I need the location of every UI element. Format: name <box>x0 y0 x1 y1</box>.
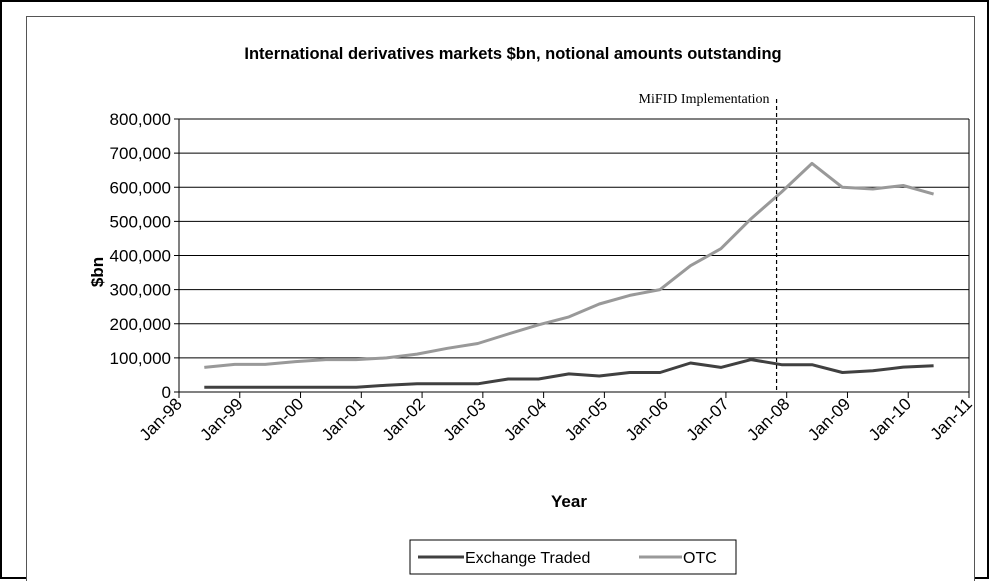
y-tick-label: 0 <box>162 383 171 402</box>
y-tick-label: 500,000 <box>110 212 171 231</box>
legend-label: Exchange Traded <box>465 550 590 567</box>
x-tick-label: Jan-08 <box>743 394 793 444</box>
x-tick-label: Jan-10 <box>865 394 915 444</box>
x-tick-label: Jan-00 <box>257 394 307 444</box>
y-tick-label: 100,000 <box>110 349 171 368</box>
x-tick-label: Jan-99 <box>196 394 246 444</box>
series-lines <box>204 161 935 389</box>
y-tick-label: 800,000 <box>110 110 171 129</box>
x-tick-label: Jan-07 <box>683 394 733 444</box>
gridlines <box>178 118 970 393</box>
chart-title: International derivatives markets $bn, n… <box>244 45 781 63</box>
y-tick-label: 200,000 <box>110 315 171 334</box>
annotation-label: MiFID Implementation <box>639 92 770 107</box>
series-line-exchange-traded <box>204 358 934 389</box>
x-tick-label: Jan-11 <box>927 394 976 443</box>
chart-area <box>26 16 975 581</box>
y-tick-label: 400,000 <box>110 247 171 266</box>
y-tick-label: 700,000 <box>110 144 171 163</box>
x-tick-label: Jan-04 <box>500 394 550 444</box>
y-axis-ticks: 0 100,000 200,000 300,000 400,000 500,000 600,… <box>110 110 179 402</box>
legend-label: OTC <box>683 550 717 567</box>
series-line-otc <box>204 161 935 369</box>
x-axis-ticks: Jan-98 Jan-99 Jan-00 Jan-01 Jan-02 Jan-03 Jan-… <box>136 392 976 445</box>
legend: Exchange Traded OTC <box>409 539 737 575</box>
y-tick-label: 600,000 <box>110 178 171 197</box>
x-tick-label: Jan-09 <box>804 394 854 444</box>
x-tick-label: Jan-01 <box>318 394 368 444</box>
x-tick-label: Jan-05 <box>561 394 611 444</box>
x-axis-title: Year <box>551 492 587 511</box>
y-tick-label: 300,000 <box>110 281 171 300</box>
x-tick-label: Jan-02 <box>379 394 429 444</box>
annotations: MiFID Implementation <box>639 92 778 392</box>
y-axis-title: $bn <box>88 257 107 287</box>
x-tick-label: Jan-06 <box>622 394 672 444</box>
x-tick-label: Jan-03 <box>439 394 489 444</box>
